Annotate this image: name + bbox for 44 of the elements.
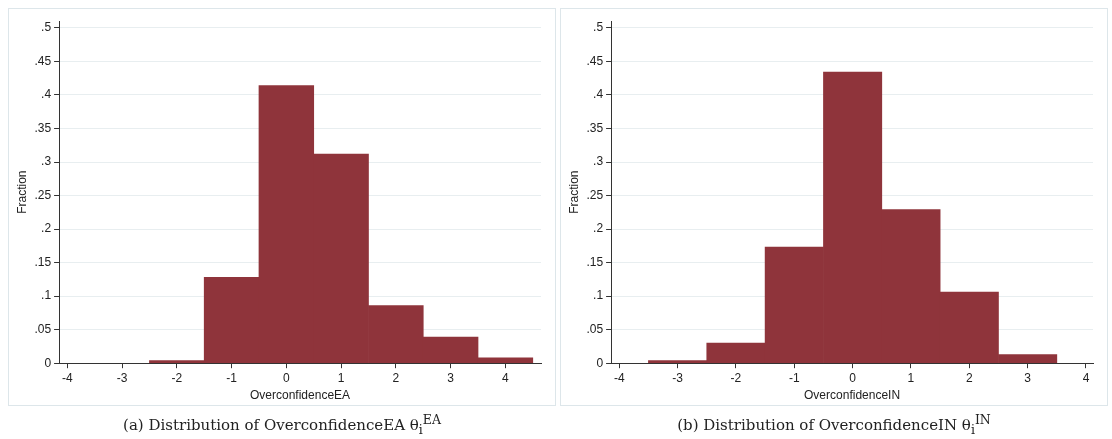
x-tick-label: 1 [907, 370, 915, 385]
x-tick-label: -1 [226, 370, 238, 385]
y-tick-label: 0 [44, 355, 52, 370]
x-tick-label: 3 [1024, 370, 1032, 385]
y-tick-label: 0 [596, 355, 604, 370]
y-tick-label: .4 [593, 87, 604, 102]
x-tick-label: -4 [613, 370, 625, 385]
x-tick-label: 0 [849, 370, 857, 385]
y-tick-label: .5 [593, 20, 604, 35]
y-tick-label: .45 [34, 53, 52, 68]
x-tick-label: -4 [61, 370, 73, 385]
y-tick-label: .25 [586, 187, 604, 202]
x-tick-label: -2 [730, 370, 742, 385]
y-tick-label: .25 [34, 187, 52, 202]
y-tick-label: .3 [593, 154, 604, 169]
y-tick-label: .45 [586, 53, 604, 68]
x-tick-label: 1 [337, 370, 345, 385]
x-tick-label: 2 [392, 370, 400, 385]
x-tick-label: 3 [447, 370, 455, 385]
y-tick-label: .5 [41, 20, 52, 35]
y-axis-title: Fraction [566, 170, 581, 214]
x-tick-label: 0 [283, 370, 291, 385]
x-tick-label: 4 [1082, 370, 1090, 385]
x-axis-title: OverconfidenceIN [804, 388, 901, 403]
y-tick-label: .2 [593, 221, 604, 236]
y-tick-label: .35 [586, 120, 604, 135]
x-axis-title: OverconfidenceEA [250, 388, 351, 403]
x-tick-label: -3 [672, 370, 684, 385]
y-tick-label: .05 [34, 321, 52, 336]
y-tick-label: .35 [34, 120, 52, 135]
y-tick-label: .2 [41, 221, 52, 236]
y-tick-label: .1 [41, 288, 52, 303]
x-tick-label: 4 [502, 370, 510, 385]
x-tick-label: -3 [116, 370, 128, 385]
y-tick-label: .15 [586, 254, 604, 269]
x-tick-label: -2 [171, 370, 183, 385]
y-tick-label: .4 [41, 87, 52, 102]
y-tick-label: .05 [586, 321, 604, 336]
y-tick-label: .3 [41, 154, 52, 169]
y-axis-title: Fraction [14, 170, 29, 214]
x-tick-label: 2 [965, 370, 973, 385]
y-tick-label: .15 [34, 254, 52, 269]
x-tick-label: -1 [788, 370, 800, 385]
y-tick-label: .1 [593, 288, 604, 303]
